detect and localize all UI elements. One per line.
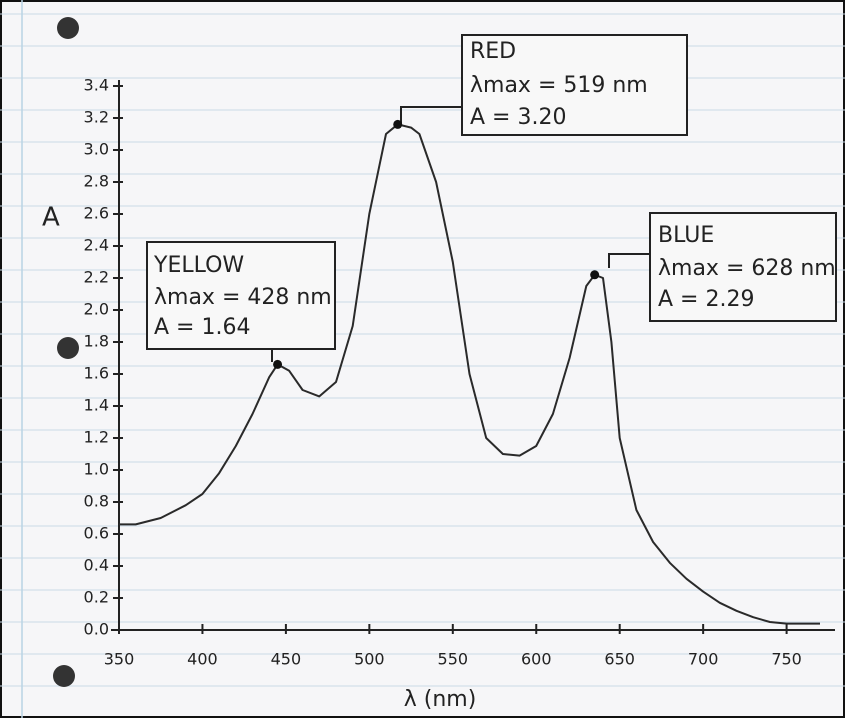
punch-hole: [57, 337, 79, 359]
y-axis-label: A: [42, 203, 60, 233]
annotation-box: [461, 34, 688, 136]
annotation: BLUE λmax = 628 nm A = 2.29: [608, 212, 837, 322]
x-tick-label: 750: [771, 650, 802, 669]
x-tick-label: 400: [187, 650, 218, 669]
x-tick-label: 550: [438, 650, 469, 669]
annotation-text: A = 2.29: [658, 287, 754, 312]
y-tick-label: 1.6: [84, 364, 109, 383]
annotation-text: YELLOW: [153, 253, 244, 278]
annotation: YELLOW λmax = 428 nm A = 1.64: [146, 241, 336, 362]
annotation-text: BLUE: [658, 223, 714, 248]
x-axis-label: λ (nm): [404, 687, 477, 712]
paper-rules: [0, 13, 845, 687]
leader: [608, 253, 650, 268]
x-tick-label: 650: [604, 650, 635, 669]
x-tick-label: 350: [104, 650, 135, 669]
y-tick-label: 0.4: [84, 556, 109, 575]
y-tick-label: 2.2: [84, 268, 109, 287]
y-tick-label: 0.0: [84, 620, 109, 639]
x-tick-label: 450: [271, 650, 302, 669]
y-tick-label: 0.6: [84, 524, 109, 543]
y-tick-label: 2.0: [84, 300, 109, 319]
leader: [400, 106, 462, 124]
annotation: RED λmax = 519 nm A = 3.20: [400, 34, 688, 136]
annotation-box: [649, 212, 837, 322]
peak-dot: [590, 270, 600, 280]
annotation-text: A = 1.64: [154, 315, 250, 340]
annotation-box: [146, 241, 336, 350]
annotation-text: λmax = 519 nm: [470, 73, 648, 98]
y-tick-label: 0.2: [84, 588, 109, 607]
peak-dot: [273, 359, 283, 369]
annotation-text: A = 3.20: [470, 105, 566, 130]
y-tick-label: 3.0: [84, 140, 109, 159]
x-tick-label: 600: [521, 650, 552, 669]
punch-hole: [53, 665, 75, 687]
y-tick-label: 1.4: [84, 396, 109, 415]
y-tick-label: 1.2: [84, 428, 109, 447]
peak-dot: [393, 119, 403, 129]
y-tick-label: 2.4: [84, 236, 109, 255]
y-tick-label: 3.2: [84, 108, 109, 127]
y-tick-label: 3.4: [84, 76, 109, 95]
annotation-text: λmax = 628 nm: [658, 256, 836, 281]
data-line: [119, 123, 820, 625]
y-tick-label: 1.0: [84, 460, 109, 479]
x-tick-label: 500: [354, 650, 385, 669]
y-tick-label: 0.8: [84, 492, 109, 511]
x-tick-label: 700: [688, 650, 719, 669]
annotation-text: λmax = 428 nm: [154, 285, 332, 310]
y-tick-label: 2.6: [84, 204, 109, 223]
punch-hole: [57, 17, 79, 39]
y-tick-label: 1.8: [84, 332, 109, 351]
y-tick-label: 2.8: [84, 172, 109, 191]
annotation-text: RED: [470, 39, 516, 64]
